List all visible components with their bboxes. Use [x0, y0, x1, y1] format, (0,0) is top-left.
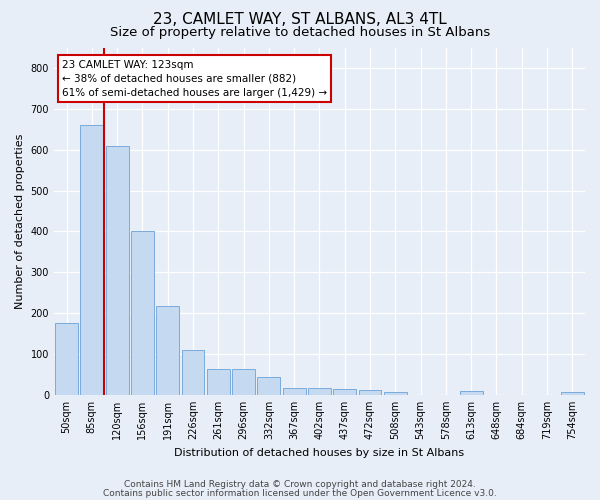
Bar [80, 125, 103, 395]
Bar [232, 369, 255, 395]
Bar [308, 388, 331, 395]
Bar [561, 392, 584, 395]
X-axis label: Distribution of detached houses by size in St Albans: Distribution of detached houses by size … [175, 448, 464, 458]
Bar [384, 392, 407, 395]
Bar [359, 390, 382, 395]
Text: Contains public sector information licensed under the Open Government Licence v3: Contains public sector information licen… [103, 489, 497, 498]
Y-axis label: Number of detached properties: Number of detached properties [15, 134, 25, 309]
Text: 23 CAMLET WAY: 123sqm
← 38% of detached houses are smaller (882)
61% of semi-det: 23 CAMLET WAY: 123sqm ← 38% of detached … [62, 60, 327, 98]
Bar [207, 369, 230, 395]
Bar [334, 389, 356, 395]
Bar [182, 350, 205, 395]
Text: Contains HM Land Registry data © Crown copyright and database right 2024.: Contains HM Land Registry data © Crown c… [124, 480, 476, 489]
Bar [131, 232, 154, 395]
Bar [283, 388, 305, 395]
Text: 23, CAMLET WAY, ST ALBANS, AL3 4TL: 23, CAMLET WAY, ST ALBANS, AL3 4TL [153, 12, 447, 28]
Bar [157, 306, 179, 395]
Bar [257, 378, 280, 395]
Bar [55, 324, 78, 395]
Text: Size of property relative to detached houses in St Albans: Size of property relative to detached ho… [110, 26, 490, 39]
Bar [460, 392, 482, 395]
Bar [106, 146, 128, 395]
